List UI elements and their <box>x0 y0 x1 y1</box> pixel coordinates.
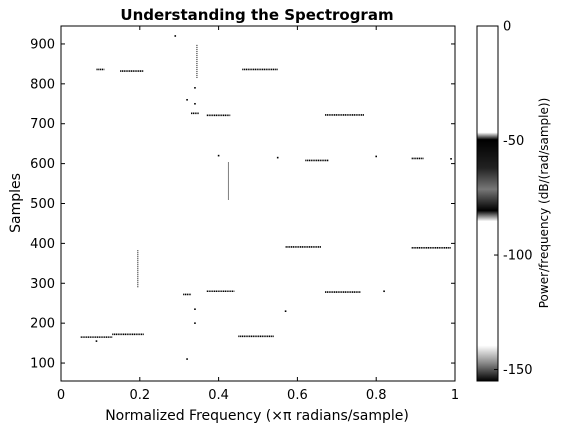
plot-background <box>61 26 455 381</box>
speck-2 <box>375 155 377 158</box>
colorbar-fill <box>477 26 498 381</box>
y-axis-ticks: 100 200 300 400 500 600 700 800 900 <box>30 37 455 372</box>
speck-1 <box>276 156 279 159</box>
speck-7 <box>186 98 188 101</box>
x-tick-label: 0.6 <box>287 388 308 403</box>
speck-4 <box>186 358 188 360</box>
y-tick-label: 400 <box>30 237 55 252</box>
x-axis-ticks: 0 0.2 0.4 0.6 0.8 1 <box>57 26 459 403</box>
x-tick-label: 1 <box>451 388 459 403</box>
speck-11 <box>95 340 98 342</box>
speck-8 <box>194 102 196 105</box>
colorbar-tick-label: -150 <box>503 363 533 378</box>
colorbar-tick-label: -50 <box>503 134 524 149</box>
colorbar-label: Power/frequency (dB/(rad/sample)) <box>537 98 551 309</box>
y-tick-label: 800 <box>30 77 55 92</box>
x-tick-label: 0.2 <box>129 388 150 403</box>
speck-9 <box>194 87 196 89</box>
x-tick-label: 0.8 <box>366 388 387 403</box>
x-axis-label: Normalized Frequency (×π radians/sample) <box>105 408 409 424</box>
y-axis-label: Samples <box>8 173 24 233</box>
y-tick-label: 700 <box>30 117 55 132</box>
y-tick-label: 300 <box>30 277 55 292</box>
colorbar-ticks: 0 -50 -100 -150 <box>494 20 533 378</box>
y-tick-label: 100 <box>30 357 55 372</box>
spectrogram-marks <box>80 35 452 360</box>
y-tick-label: 600 <box>30 157 55 172</box>
colorbar-frame <box>476 25 499 382</box>
y-tick-label: 500 <box>30 197 55 212</box>
colorbar-tick-label: -100 <box>503 249 533 264</box>
speck-14 <box>174 35 177 37</box>
chart-title: Understanding the Spectrogram <box>120 6 393 24</box>
y-tick-label: 900 <box>30 37 55 52</box>
y-tick-label: 200 <box>30 317 55 332</box>
plot-area: 0 0.2 0.4 0.6 0.8 1 100 200 300 400 500 600 700 800 9… <box>30 25 459 403</box>
speck-10 <box>383 290 385 293</box>
colorbar-tick-label: 0 <box>503 20 511 35</box>
x-tick-label: 0.4 <box>208 388 229 403</box>
speck-13 <box>284 310 287 312</box>
colorbar: 0 -50 -100 -150 Power/frequency (dB/(rad/sa… <box>476 20 551 382</box>
speck-12 <box>217 154 220 157</box>
speck-5 <box>194 322 196 324</box>
x-tick-label: 0 <box>57 388 65 403</box>
speck-6 <box>194 308 196 311</box>
speck-3 <box>450 158 452 160</box>
